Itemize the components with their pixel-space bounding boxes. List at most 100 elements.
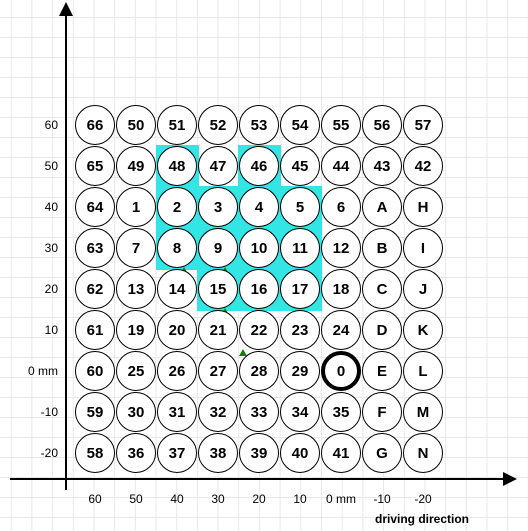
grid-cell: 54 (280, 105, 320, 145)
grid-cell: 0 (321, 351, 361, 391)
y-tick-label: -20 (18, 446, 58, 460)
grid-cell: 60 (75, 351, 115, 391)
grid-cell: 42 (403, 146, 443, 186)
grid-cell: A (362, 187, 402, 227)
grid-cell: 21 (198, 310, 238, 350)
grid-cell: 45 (280, 146, 320, 186)
grid-cell: 28 (239, 351, 279, 391)
grid-cell: 1 (116, 187, 156, 227)
grid-cell: F (362, 392, 402, 432)
grid-cell: 30 (116, 392, 156, 432)
grid-cell: 32 (198, 392, 238, 432)
grid-cell: B (362, 228, 402, 268)
grid-cell: 13 (116, 269, 156, 309)
x-axis (10, 478, 505, 480)
grid-cell: 31 (157, 392, 197, 432)
y-tick-label: 50 (18, 159, 58, 173)
grid-cell: 44 (321, 146, 361, 186)
grid-cell: C (362, 269, 402, 309)
grid-cell: 20 (157, 310, 197, 350)
y-tick-label: 20 (18, 282, 58, 296)
grid-cell: 55 (321, 105, 361, 145)
grid-cell: 57 (403, 105, 443, 145)
grid-cell: 61 (75, 310, 115, 350)
grid-cell: 58 (75, 433, 115, 473)
x-tick-label: -10 (362, 492, 402, 506)
grid-cell: 62 (75, 269, 115, 309)
grid-cell: 40 (280, 433, 320, 473)
grid-cell: 29 (280, 351, 320, 391)
grid-cell: 27 (198, 351, 238, 391)
grid-cell: L (403, 351, 443, 391)
grid-cell: 25 (116, 351, 156, 391)
y-axis-arrowhead (59, 2, 73, 16)
grid-cell: 38 (198, 433, 238, 473)
grid-cell: 50 (116, 105, 156, 145)
grid-cell: 41 (321, 433, 361, 473)
x-axis-label: driving direction (375, 512, 469, 526)
grid-cell: M (403, 392, 443, 432)
grid-cell: 2 (157, 187, 197, 227)
y-tick-label: 10 (18, 323, 58, 337)
grid-cell: 52 (198, 105, 238, 145)
x-tick-label: -20 (403, 492, 443, 506)
y-tick-label: 60 (18, 118, 58, 132)
grid-cell: K (403, 310, 443, 350)
grid-cell: 56 (362, 105, 402, 145)
grid-cell: 33 (239, 392, 279, 432)
x-tick-label: 0 mm (321, 492, 361, 506)
grid-cell: 5 (280, 187, 320, 227)
y-tick-label: 0 mm (18, 364, 58, 378)
grid-cell: 39 (239, 433, 279, 473)
grid-cell: 47 (198, 146, 238, 186)
grid-cell: 43 (362, 146, 402, 186)
grid-cell: 51 (157, 105, 197, 145)
grid-cell: 16 (239, 269, 279, 309)
grid-cell: J (403, 269, 443, 309)
grid-cell: 15 (198, 269, 238, 309)
grid-cell: 59 (75, 392, 115, 432)
grid-cell: 23 (280, 310, 320, 350)
grid-cell: 9 (198, 228, 238, 268)
x-axis-arrowhead (503, 472, 517, 486)
y-axis (65, 10, 67, 490)
grid-cell: 14 (157, 269, 197, 309)
grid-cell: 6 (321, 187, 361, 227)
grid-cell: 35 (321, 392, 361, 432)
grid-cell: 37 (157, 433, 197, 473)
grid-cell: 22 (239, 310, 279, 350)
grid-cell: 53 (239, 105, 279, 145)
grid-cell: 64 (75, 187, 115, 227)
grid-cell: G (362, 433, 402, 473)
grid-cell: I (403, 228, 443, 268)
x-tick-label: 20 (239, 492, 279, 506)
grid-cell: 48 (157, 146, 197, 186)
x-tick-label: 30 (198, 492, 238, 506)
grid-cell: 63 (75, 228, 115, 268)
grid-cell: 24 (321, 310, 361, 350)
grid-cell: 18 (321, 269, 361, 309)
grid-cell: 12 (321, 228, 361, 268)
x-tick-label: 60 (75, 492, 115, 506)
grid-cell: 8 (157, 228, 197, 268)
grid-cell: 7 (116, 228, 156, 268)
grid-cell: 26 (157, 351, 197, 391)
grid-cell: 65 (75, 146, 115, 186)
y-tick-label: -10 (18, 405, 58, 419)
grid-cell: 11 (280, 228, 320, 268)
grid-cell: D (362, 310, 402, 350)
grid-cell: H (403, 187, 443, 227)
x-tick-label: 10 (280, 492, 320, 506)
x-tick-label: 40 (157, 492, 197, 506)
grid-cell: 4 (239, 187, 279, 227)
grid-cell: N (403, 433, 443, 473)
grid-cell: 46 (239, 146, 279, 186)
grid-cell: 19 (116, 310, 156, 350)
grid-cell: 10 (239, 228, 279, 268)
y-tick-label: 30 (18, 241, 58, 255)
y-tick-label: 40 (18, 200, 58, 214)
grid-cell: E (362, 351, 402, 391)
grid-cell: 49 (116, 146, 156, 186)
grid-cell: 66 (75, 105, 115, 145)
grid-cell: 3 (198, 187, 238, 227)
